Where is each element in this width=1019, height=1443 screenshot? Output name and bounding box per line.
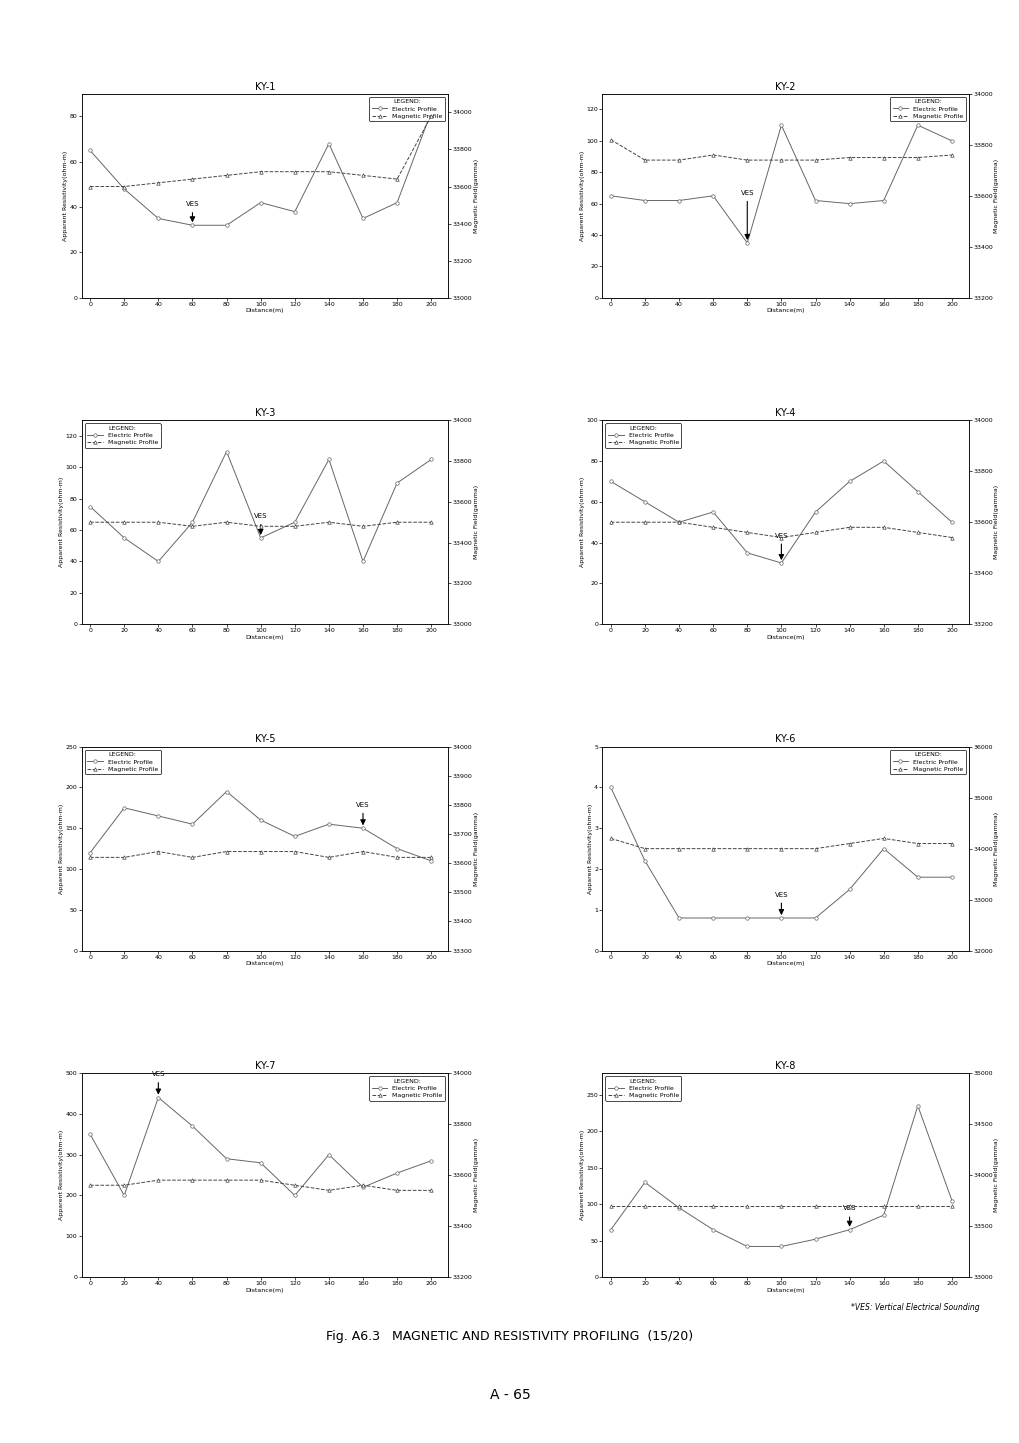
Y-axis label: Apparent Resistivity(ohm-m): Apparent Resistivity(ohm-m) — [580, 150, 585, 241]
Text: *VES: Vertical Electrical Sounding: *VES: Vertical Electrical Sounding — [850, 1303, 978, 1312]
Text: VES: VES — [185, 201, 199, 221]
Legend: Electric Profile, Magnetic Profile: Electric Profile, Magnetic Profile — [605, 423, 681, 447]
Text: VES: VES — [740, 190, 753, 240]
X-axis label: Distance(m): Distance(m) — [765, 635, 804, 639]
Text: VES: VES — [773, 892, 788, 913]
Title: KY-7: KY-7 — [255, 1061, 275, 1071]
Y-axis label: Apparent Resistivity(ohm-m): Apparent Resistivity(ohm-m) — [59, 804, 64, 893]
X-axis label: Distance(m): Distance(m) — [246, 1287, 284, 1293]
Title: KY-6: KY-6 — [774, 734, 795, 745]
X-axis label: Distance(m): Distance(m) — [246, 961, 284, 967]
Y-axis label: Magnetic Field(gamma): Magnetic Field(gamma) — [994, 159, 999, 232]
Legend: Electric Profile, Magnetic Profile: Electric Profile, Magnetic Profile — [369, 1076, 444, 1101]
Y-axis label: Magnetic Field(gamma): Magnetic Field(gamma) — [473, 485, 478, 560]
Y-axis label: Magnetic Field(gamma): Magnetic Field(gamma) — [473, 159, 478, 232]
Y-axis label: Apparent Resistivity(ohm-m): Apparent Resistivity(ohm-m) — [580, 478, 585, 567]
X-axis label: Distance(m): Distance(m) — [765, 1287, 804, 1293]
Text: VES: VES — [254, 514, 267, 534]
Title: KY-3: KY-3 — [255, 408, 275, 418]
Text: VES: VES — [842, 1205, 856, 1225]
Text: VES: VES — [152, 1071, 165, 1094]
Y-axis label: Apparent Resistivity(ohm-m): Apparent Resistivity(ohm-m) — [59, 478, 64, 567]
Text: Fig. A6.3   MAGNETIC AND RESISTIVITY PROFILING  (15/20): Fig. A6.3 MAGNETIC AND RESISTIVITY PROFI… — [326, 1330, 693, 1343]
X-axis label: Distance(m): Distance(m) — [246, 309, 284, 313]
Title: KY-4: KY-4 — [774, 408, 795, 418]
Text: A - 65: A - 65 — [489, 1388, 530, 1403]
Title: KY-5: KY-5 — [255, 734, 275, 745]
Y-axis label: Apparent Resistivity(ohm-m): Apparent Resistivity(ohm-m) — [59, 1130, 64, 1221]
Legend: Electric Profile, Magnetic Profile: Electric Profile, Magnetic Profile — [605, 1076, 681, 1101]
Text: VES: VES — [773, 532, 788, 558]
Y-axis label: Apparent Resistivity(ohm-m): Apparent Resistivity(ohm-m) — [587, 804, 592, 893]
Legend: Electric Profile, Magnetic Profile: Electric Profile, Magnetic Profile — [890, 97, 965, 121]
Legend: Electric Profile, Magnetic Profile: Electric Profile, Magnetic Profile — [85, 750, 160, 775]
Title: KY-1: KY-1 — [255, 82, 275, 91]
Title: KY-2: KY-2 — [774, 82, 795, 91]
Y-axis label: Magnetic Field(gamma): Magnetic Field(gamma) — [473, 1139, 478, 1212]
Legend: Electric Profile, Magnetic Profile: Electric Profile, Magnetic Profile — [369, 97, 444, 121]
X-axis label: Distance(m): Distance(m) — [765, 961, 804, 967]
Y-axis label: Apparent Resistivity(ohm-m): Apparent Resistivity(ohm-m) — [580, 1130, 585, 1221]
Y-axis label: Magnetic Field(gamma): Magnetic Field(gamma) — [994, 1139, 999, 1212]
Legend: Electric Profile, Magnetic Profile: Electric Profile, Magnetic Profile — [85, 423, 160, 447]
X-axis label: Distance(m): Distance(m) — [765, 309, 804, 313]
Y-axis label: Magnetic Field(gamma): Magnetic Field(gamma) — [473, 811, 478, 886]
Title: KY-8: KY-8 — [774, 1061, 795, 1071]
Legend: Electric Profile, Magnetic Profile: Electric Profile, Magnetic Profile — [890, 750, 965, 775]
Text: VES: VES — [356, 802, 370, 824]
Y-axis label: Magnetic Field(gamma): Magnetic Field(gamma) — [994, 485, 999, 560]
Y-axis label: Apparent Resistivity(ohm-m): Apparent Resistivity(ohm-m) — [63, 150, 68, 241]
X-axis label: Distance(m): Distance(m) — [246, 635, 284, 639]
Y-axis label: Magnetic Field(gamma): Magnetic Field(gamma) — [994, 811, 999, 886]
